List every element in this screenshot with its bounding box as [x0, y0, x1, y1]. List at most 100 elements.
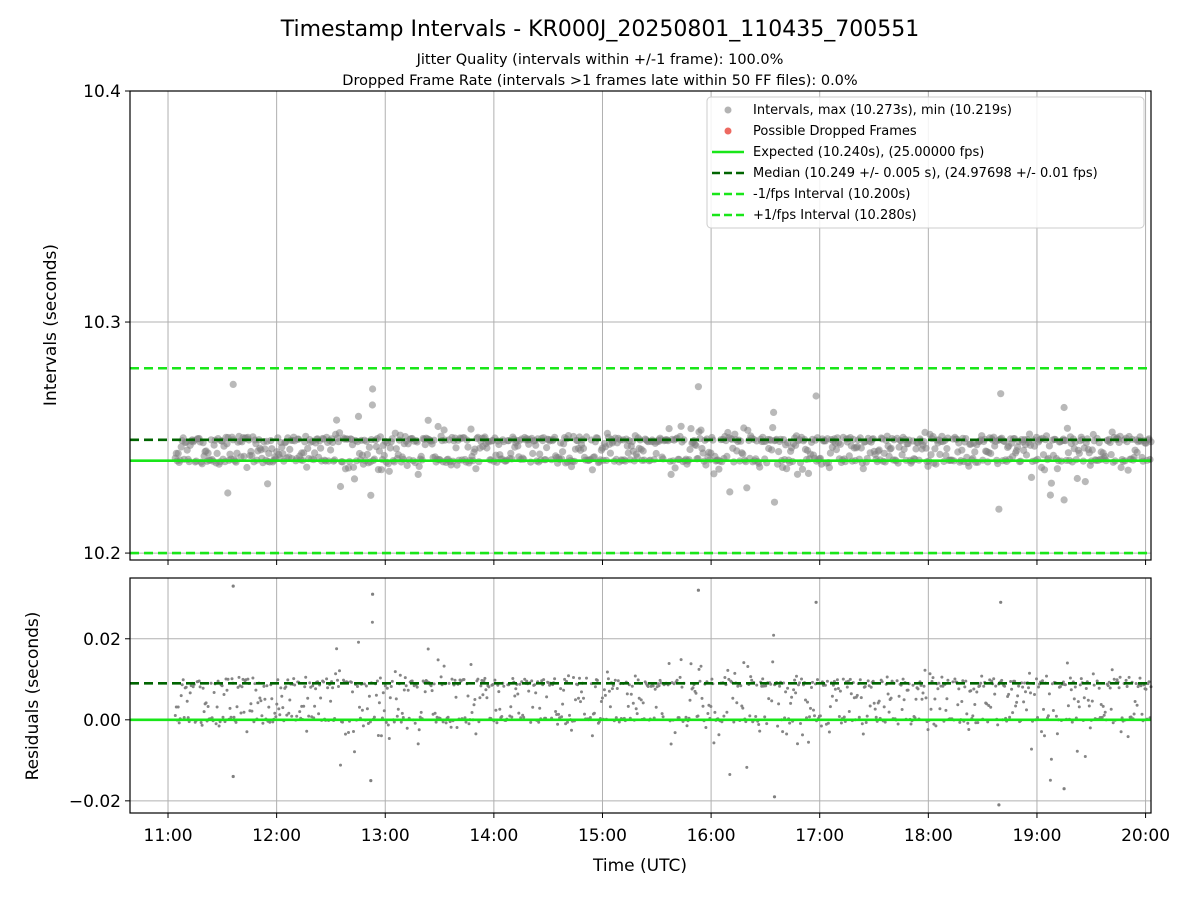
residual-point	[1124, 678, 1128, 682]
residual-point	[957, 687, 961, 691]
residual-point	[631, 701, 635, 705]
residual-point	[262, 684, 266, 688]
residual-point	[1087, 704, 1091, 708]
interval-point	[922, 444, 930, 452]
residual-point	[745, 765, 749, 769]
residual-point	[514, 687, 518, 691]
interval-point	[677, 422, 685, 430]
residual-point	[945, 697, 949, 701]
residual-point	[911, 683, 915, 687]
residual-point	[951, 680, 955, 684]
residual-point	[285, 713, 289, 717]
interval-point	[350, 475, 359, 483]
residual-point	[691, 686, 695, 690]
interval-point	[958, 446, 966, 454]
residual-point	[352, 730, 355, 733]
residual-point	[275, 702, 279, 706]
residual-point	[986, 720, 990, 724]
residual-point	[767, 697, 771, 701]
residual-point	[688, 698, 692, 702]
residual-point	[810, 686, 813, 689]
chart-subtitle-jitter: Jitter Quality (intervals within +/-1 fr…	[416, 52, 784, 68]
residual-point	[392, 720, 396, 724]
residual-point	[897, 694, 901, 698]
interval-point	[368, 401, 376, 409]
residual-point	[679, 658, 683, 662]
residual-point	[625, 692, 629, 696]
residual-point	[1118, 675, 1122, 679]
residual-point	[254, 688, 258, 692]
interval-point	[336, 482, 345, 491]
residual-point	[432, 682, 436, 686]
x-tick-label: 20:00	[1121, 826, 1170, 846]
residual-point	[960, 700, 964, 703]
residual-point	[579, 700, 582, 704]
interval-point	[1073, 474, 1081, 483]
residual-point	[410, 679, 414, 683]
residual-point	[298, 710, 302, 714]
interval-point	[1075, 449, 1083, 457]
residual-point	[827, 730, 831, 734]
residual-point	[801, 733, 804, 737]
residual-point	[1029, 691, 1032, 695]
interval-point	[936, 450, 944, 458]
residual-point	[629, 692, 633, 696]
residual-point	[500, 715, 504, 718]
residual-point	[394, 697, 398, 701]
residual-point	[415, 685, 419, 689]
residual-point	[287, 711, 291, 715]
residual-point	[358, 705, 361, 709]
residual-point	[1139, 684, 1143, 688]
residual-point	[976, 721, 980, 725]
interval-point	[472, 465, 480, 473]
residual-point	[1069, 688, 1073, 692]
intervals-plot: 10.2 10.3 10.4 Intervals (seconds) Interva…	[41, 82, 1155, 565]
residual-point	[1086, 698, 1090, 702]
residual-point	[764, 684, 768, 688]
residual-point	[181, 678, 185, 682]
residual-point	[556, 722, 560, 726]
residual-point	[377, 701, 381, 705]
interval-point	[836, 440, 845, 448]
interval-point	[826, 449, 835, 457]
residual-point	[365, 707, 369, 711]
y-tick-label: 10.4	[83, 82, 121, 102]
residual-point	[388, 696, 392, 700]
residual-point	[746, 665, 750, 668]
residual-point	[270, 697, 274, 701]
residual-point	[557, 712, 561, 716]
residual-point	[430, 689, 434, 693]
residual-point	[989, 705, 993, 709]
residual-point	[374, 693, 378, 697]
residual-point	[1058, 685, 1062, 689]
interval-point	[467, 425, 475, 433]
residual-point	[376, 734, 380, 737]
residual-point	[781, 730, 785, 734]
interval-point	[667, 470, 675, 478]
interval-point	[559, 448, 567, 456]
residual-point	[236, 685, 240, 689]
residual-point	[1078, 683, 1082, 687]
interval-outlier	[369, 385, 377, 393]
interval-point	[1107, 451, 1115, 459]
residual-point	[920, 697, 924, 701]
residual-point	[545, 695, 549, 699]
residual-outlier	[814, 600, 818, 604]
residual-point	[335, 647, 339, 651]
residual-point	[467, 722, 471, 726]
residual-point	[568, 713, 571, 717]
interval-point	[859, 465, 867, 473]
residual-point	[712, 741, 716, 745]
interval-point	[1046, 491, 1054, 499]
residual-point	[698, 679, 702, 683]
residual-point	[286, 678, 290, 682]
residual-point	[382, 709, 386, 713]
x-tick-label: 11:00	[144, 826, 193, 846]
intervals-y-label: Intervals (seconds)	[41, 244, 61, 406]
residual-point	[304, 675, 308, 679]
residual-point	[588, 716, 592, 719]
residual-point	[1048, 778, 1052, 782]
interval-point	[687, 425, 695, 433]
residual-point	[956, 703, 960, 707]
residual-point	[177, 721, 181, 725]
